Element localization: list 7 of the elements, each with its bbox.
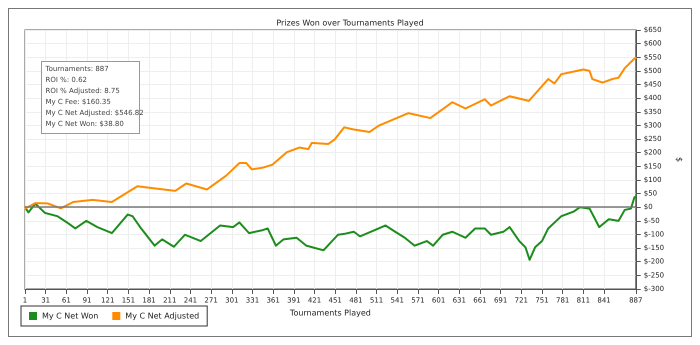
line-series [24, 57, 637, 210]
line-series [24, 196, 637, 261]
y-axis-title: $ [674, 156, 684, 162]
x-axis-title: Tournaments Played [288, 308, 371, 318]
legend-label: My C Net Won [42, 312, 98, 320]
legend-label: My C Net Adjusted [125, 312, 200, 320]
chart-title: Prizes Won over Tournaments Played [276, 18, 424, 28]
